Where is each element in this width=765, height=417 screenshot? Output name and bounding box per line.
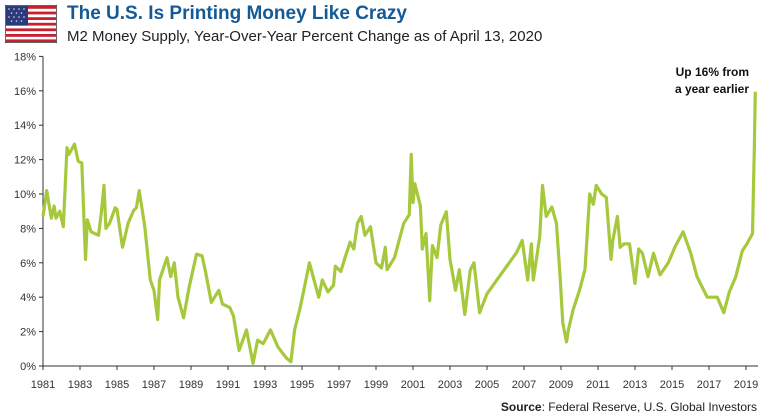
y-tick-label: 12% — [14, 155, 36, 167]
annotation-line-1: Up 16% from — [676, 65, 749, 79]
y-tick-label: 10% — [14, 189, 36, 201]
chart-subtitle: M2 Money Supply, Year-Over-Year Percent … — [67, 28, 543, 45]
x-tick-label: 2013 — [623, 379, 647, 391]
x-tick-label: 1983 — [68, 379, 92, 391]
x-tick-label: 2015 — [660, 379, 684, 391]
x-tick-label: 1997 — [327, 379, 351, 391]
y-tick-label: 16% — [14, 86, 36, 98]
x-tick-label: 2017 — [697, 379, 721, 391]
source-note: Source: Federal Reserve, U.S. Global Inv… — [501, 400, 757, 414]
x-tick-label: 2005 — [475, 379, 499, 391]
y-tick-label: 8% — [20, 223, 36, 235]
x-tick-label: 2007 — [512, 379, 536, 391]
y-tick-label: 6% — [20, 258, 36, 270]
y-tick-label: 14% — [14, 120, 36, 132]
x-tick-label: 1989 — [179, 379, 203, 391]
source-label: Source — [500, 400, 542, 414]
x-tick-label: 1987 — [142, 379, 166, 391]
x-tick-label: 2001 — [401, 379, 425, 391]
y-tick-label: 4% — [20, 292, 36, 304]
x-tick-label: 2019 — [734, 379, 758, 391]
x-tick-label: 1981 — [31, 379, 55, 391]
y-tick-label: 2% — [20, 327, 36, 339]
y-tick-label: 18% — [14, 51, 36, 63]
x-tick-label: 2011 — [586, 379, 610, 391]
y-tick-label: 0% — [20, 361, 36, 373]
x-tick-label: 1999 — [364, 379, 388, 391]
x-tick-label: 2009 — [549, 379, 573, 391]
us-flag-icon — [5, 5, 57, 43]
source-text: : Federal Reserve, U.S. Global Investors — [541, 400, 757, 414]
x-tick-label: 2003 — [438, 379, 462, 391]
x-tick-label: 1993 — [253, 379, 277, 391]
x-tick-label: 1991 — [216, 379, 240, 391]
x-tick-label: 1985 — [105, 379, 129, 391]
x-tick-label: 1995 — [290, 379, 314, 391]
annotation-line-2: a year earlier — [675, 82, 749, 96]
chart-title: The U.S. Is Printing Money Like Crazy — [67, 3, 407, 24]
m2-growth-line — [41, 91, 757, 365]
